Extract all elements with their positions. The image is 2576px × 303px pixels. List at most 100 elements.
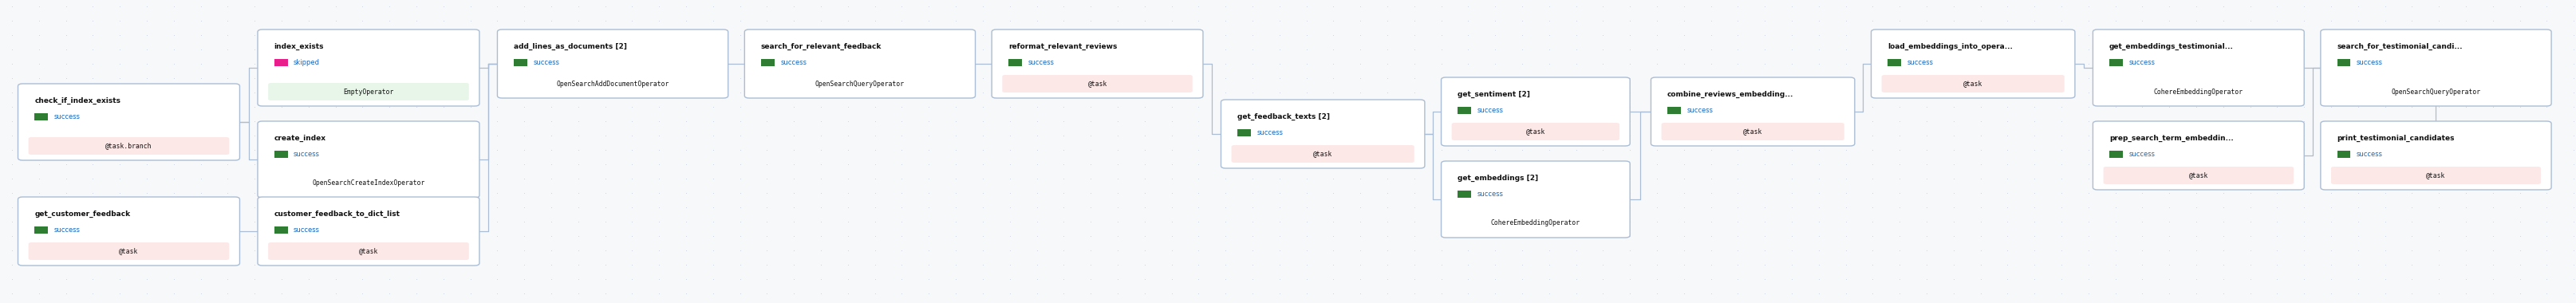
Text: success: success: [1028, 59, 1054, 66]
FancyBboxPatch shape: [755, 75, 963, 92]
Text: @task: @task: [2187, 172, 2208, 179]
FancyBboxPatch shape: [2331, 167, 2540, 184]
Text: add_lines_as_documents [2]: add_lines_as_documents [2]: [513, 43, 626, 50]
Text: success: success: [2128, 59, 2154, 66]
Text: success: success: [1476, 191, 1502, 198]
Text: CohereEmbeddingOperator: CohereEmbeddingOperator: [2154, 88, 2244, 95]
FancyBboxPatch shape: [1458, 107, 1471, 114]
FancyBboxPatch shape: [258, 121, 479, 198]
Text: @task: @task: [2427, 172, 2445, 179]
FancyBboxPatch shape: [28, 137, 229, 155]
Text: search_for_testimonial_candi...: search_for_testimonial_candi...: [2336, 43, 2463, 50]
Text: EmptyOperator: EmptyOperator: [343, 88, 394, 95]
Text: @task: @task: [1087, 80, 1108, 87]
Text: @task: @task: [1741, 128, 1762, 135]
Text: success: success: [781, 59, 806, 66]
FancyBboxPatch shape: [2336, 59, 2349, 66]
Text: prep_search_term_embeddin...: prep_search_term_embeddin...: [2110, 135, 2233, 142]
FancyBboxPatch shape: [273, 59, 289, 66]
FancyBboxPatch shape: [1231, 145, 1414, 163]
Text: get_embeddings_testimonial...: get_embeddings_testimonial...: [2110, 43, 2233, 50]
FancyBboxPatch shape: [2321, 121, 2550, 190]
Text: success: success: [294, 226, 319, 234]
Text: create_index: create_index: [273, 135, 327, 142]
Text: check_if_index_exists: check_if_index_exists: [33, 97, 121, 105]
FancyBboxPatch shape: [2331, 83, 2540, 101]
FancyBboxPatch shape: [1888, 59, 1901, 66]
Text: success: success: [533, 59, 559, 66]
FancyBboxPatch shape: [18, 84, 240, 160]
FancyBboxPatch shape: [507, 75, 716, 92]
FancyBboxPatch shape: [1870, 29, 2074, 98]
Text: get_customer_feedback: get_customer_feedback: [33, 211, 131, 218]
FancyBboxPatch shape: [2321, 29, 2550, 106]
Text: success: success: [1257, 129, 1283, 136]
FancyBboxPatch shape: [28, 242, 229, 260]
Text: combine_reviews_embedding...: combine_reviews_embedding...: [1667, 91, 1793, 98]
FancyBboxPatch shape: [2092, 29, 2303, 106]
FancyBboxPatch shape: [497, 29, 729, 98]
FancyBboxPatch shape: [273, 226, 289, 234]
Text: @task.branch: @task.branch: [106, 142, 152, 149]
Text: @task: @task: [118, 248, 139, 255]
FancyBboxPatch shape: [1440, 161, 1631, 238]
Text: print_testimonial_candidates: print_testimonial_candidates: [2336, 135, 2455, 142]
FancyBboxPatch shape: [760, 59, 775, 66]
FancyBboxPatch shape: [1651, 77, 1855, 146]
FancyBboxPatch shape: [1450, 123, 1618, 140]
Text: @task: @task: [358, 248, 379, 255]
Text: get_embeddings [2]: get_embeddings [2]: [1458, 175, 1538, 182]
Text: success: success: [1687, 107, 1713, 114]
Text: success: success: [1476, 107, 1502, 114]
FancyBboxPatch shape: [2110, 151, 2123, 158]
Text: success: success: [54, 226, 80, 234]
Text: success: success: [294, 151, 319, 158]
FancyBboxPatch shape: [1880, 75, 2063, 92]
FancyBboxPatch shape: [1667, 107, 1680, 114]
FancyBboxPatch shape: [33, 226, 49, 234]
Text: success: success: [2128, 151, 2154, 158]
Text: load_embeddings_into_opera...: load_embeddings_into_opera...: [1888, 43, 2012, 50]
Text: OpenSearchCreateIndexOperator: OpenSearchCreateIndexOperator: [312, 180, 425, 187]
FancyBboxPatch shape: [268, 83, 469, 101]
Text: @task: @task: [1963, 80, 1981, 87]
FancyBboxPatch shape: [992, 29, 1203, 98]
FancyBboxPatch shape: [258, 29, 479, 106]
Text: get_sentiment [2]: get_sentiment [2]: [1458, 91, 1530, 98]
FancyBboxPatch shape: [1440, 77, 1631, 146]
Text: success: success: [2357, 151, 2383, 158]
FancyBboxPatch shape: [2102, 83, 2293, 101]
FancyBboxPatch shape: [513, 59, 528, 66]
Text: OpenSearchQueryOperator: OpenSearchQueryOperator: [2391, 88, 2481, 95]
FancyBboxPatch shape: [18, 197, 240, 265]
Text: @task: @task: [1525, 128, 1546, 135]
FancyBboxPatch shape: [2102, 167, 2293, 184]
Text: @task: @task: [1314, 150, 1332, 158]
FancyBboxPatch shape: [268, 175, 469, 192]
Text: index_exists: index_exists: [273, 43, 325, 50]
Text: reformat_relevant_reviews: reformat_relevant_reviews: [1007, 43, 1118, 50]
FancyBboxPatch shape: [268, 242, 469, 260]
Text: success: success: [54, 113, 80, 120]
FancyBboxPatch shape: [744, 29, 974, 98]
Text: customer_feedback_to_dict_list: customer_feedback_to_dict_list: [273, 211, 399, 218]
FancyBboxPatch shape: [1458, 191, 1471, 198]
Text: OpenSearchAddDocumentOperator: OpenSearchAddDocumentOperator: [556, 80, 670, 87]
Text: search_for_relevant_feedback: search_for_relevant_feedback: [760, 43, 881, 50]
FancyBboxPatch shape: [2110, 59, 2123, 66]
Text: OpenSearchQueryOperator: OpenSearchQueryOperator: [814, 80, 904, 87]
FancyBboxPatch shape: [273, 151, 289, 158]
FancyBboxPatch shape: [1007, 59, 1023, 66]
Text: success: success: [1906, 59, 1932, 66]
Text: skipped: skipped: [294, 59, 319, 66]
Text: get_feedback_texts [2]: get_feedback_texts [2]: [1236, 113, 1329, 121]
Text: CohereEmbeddingOperator: CohereEmbeddingOperator: [1492, 220, 1579, 227]
FancyBboxPatch shape: [2336, 151, 2349, 158]
FancyBboxPatch shape: [1002, 75, 1193, 92]
FancyBboxPatch shape: [33, 113, 49, 120]
FancyBboxPatch shape: [1221, 100, 1425, 168]
FancyBboxPatch shape: [1450, 215, 1618, 232]
FancyBboxPatch shape: [1662, 123, 1844, 140]
FancyBboxPatch shape: [258, 197, 479, 265]
Text: success: success: [2357, 59, 2383, 66]
